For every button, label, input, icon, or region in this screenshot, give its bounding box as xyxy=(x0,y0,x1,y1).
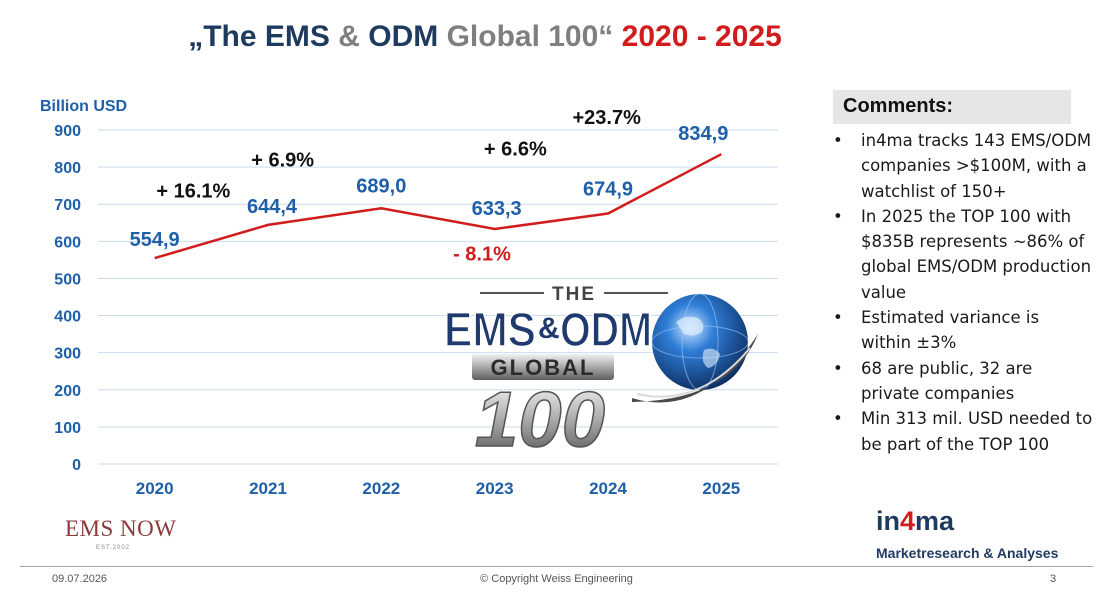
comments-header-bg xyxy=(833,90,1071,124)
logo-the: THE xyxy=(552,284,596,305)
comments-title: Comments: xyxy=(843,95,954,117)
value-labels: 554,9 644,4 689,0 633,3 674,9 834,9 xyxy=(130,123,729,251)
comment-text: 68 are public, 32 are private companies xyxy=(861,358,1033,403)
x-axis-ticks: 2020 2021 2022 2023 2024 2025 xyxy=(136,479,740,498)
y-tick-label: 900 xyxy=(54,123,81,140)
x-tick-label: 2023 xyxy=(476,479,514,498)
title-ems: EMS xyxy=(264,20,330,53)
logo-100: 100 xyxy=(475,375,605,463)
x-tick-label: 2025 xyxy=(702,479,740,498)
y-axis-label: Billion USD xyxy=(40,98,127,115)
y-tick-label: 500 xyxy=(54,271,81,288)
y-tick-label: 100 xyxy=(54,420,81,437)
comment-text: in4ma tracks 143 EMS/ODM companies >$100… xyxy=(861,131,1092,201)
title-global: Global 100“ xyxy=(438,20,622,53)
in4ma-subtitle: Marketresearch & Analyses xyxy=(876,545,1059,561)
logo-ampersand: & xyxy=(538,312,560,345)
comment-text: In 2025 the TOP 100 with $835B represent… xyxy=(861,206,1092,302)
growth-label: +23.7% xyxy=(572,107,641,129)
in4ma-logo-4: 4 xyxy=(900,506,916,536)
ems-odm-global-100-logo: THE EMS & ODM GLOBAL 100 xyxy=(432,270,760,466)
globe-icon xyxy=(632,293,758,403)
footer-date: 09.07.2026 xyxy=(52,573,108,585)
bullet-icon: • xyxy=(833,206,843,226)
title-and: & xyxy=(329,20,369,53)
title-years: 2020 - 2025 xyxy=(621,20,782,53)
in4ma-logo-ma: ma xyxy=(915,506,955,536)
x-tick-label: 2022 xyxy=(362,479,400,498)
in4ma-logo: in4ma xyxy=(876,506,954,537)
revenue-line-chart: Billion USD 0 100 200 300 400 500 600 700 800 900… xyxy=(40,98,778,498)
comment-text: Estimated variance is within ±3% xyxy=(861,308,1040,353)
y-tick-label: 600 xyxy=(54,234,81,251)
growth-label: + 6.6% xyxy=(484,138,547,160)
x-tick-label: 2024 xyxy=(589,479,627,498)
ems-now-logo: EMS NOW xyxy=(65,516,177,541)
footer-divider xyxy=(20,566,1093,567)
comment-item: • In 2025 the TOP 100 with $835B represen… xyxy=(831,204,1093,305)
logo-odm: ODM xyxy=(560,304,652,357)
x-tick-label: 2021 xyxy=(249,479,287,498)
footer-page-number: 3 xyxy=(1050,573,1057,585)
title-quote-open: „The xyxy=(188,20,265,53)
y-tick-label: 800 xyxy=(54,160,81,177)
data-value-label: 834,9 xyxy=(678,123,728,145)
data-value-label: 633,3 xyxy=(472,198,522,220)
footer-copyright: © Copyright Weiss Engineering xyxy=(480,573,633,585)
bullet-icon: • xyxy=(833,131,843,150)
growth-labels: + 16.1% + 6.9% - 8.1% + 6.6% +23.7% xyxy=(156,107,641,266)
comments-list: • in4ma tracks 143 EMS/ODM companies >$10… xyxy=(831,128,1093,457)
bullet-icon: • xyxy=(833,308,843,328)
y-tick-label: 0 xyxy=(72,457,81,474)
data-value-label: 674,9 xyxy=(583,179,633,201)
comment-item: • in4ma tracks 143 EMS/ODM companies >$10… xyxy=(831,128,1093,204)
comment-text: Min 313 mil. USD needed to be part of th… xyxy=(861,409,1093,454)
data-value-label: 554,9 xyxy=(130,229,180,251)
comment-item: • Estimated variance is within ±3% xyxy=(831,305,1093,356)
y-tick-label: 200 xyxy=(54,383,81,400)
series-line xyxy=(154,153,722,260)
in4ma-logo-in: in xyxy=(876,506,900,536)
comment-item: • Min 313 mil. USD needed to be part of t… xyxy=(831,406,1093,457)
data-value-label: 689,0 xyxy=(356,175,406,197)
bullet-icon: • xyxy=(833,409,843,429)
growth-label: + 6.9% xyxy=(251,150,314,172)
growth-label: + 16.1% xyxy=(156,180,230,202)
comment-item: • 68 are public, 32 are private companies xyxy=(831,356,1093,407)
y-tick-label: 300 xyxy=(54,346,81,363)
logo-ems: EMS xyxy=(444,304,536,357)
x-tick-label: 2020 xyxy=(136,479,174,498)
ems-now-est: EST.2002 xyxy=(96,545,131,551)
y-tick-label: 700 xyxy=(54,197,81,214)
y-tick-label: 400 xyxy=(54,309,81,326)
y-axis-ticks: 0 100 200 300 400 500 600 700 800 900 xyxy=(54,123,81,474)
data-value-label: 644,4 xyxy=(247,196,298,218)
slide-title: „The EMS & ODM Global 100“ 2020 - 2025 xyxy=(0,20,970,54)
growth-label: - 8.1% xyxy=(453,244,511,266)
title-odm: ODM xyxy=(368,20,439,53)
bullet-icon: • xyxy=(833,358,843,378)
logo-global: GLOBAL xyxy=(491,355,596,380)
